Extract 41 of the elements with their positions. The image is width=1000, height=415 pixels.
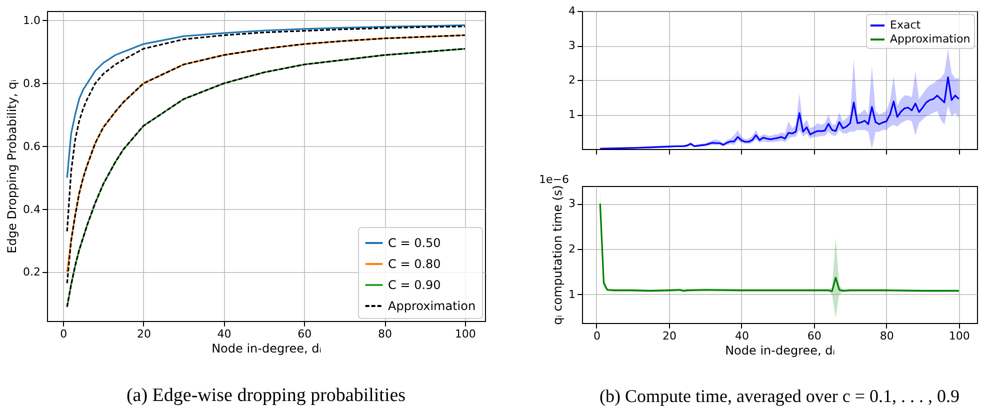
x-tick-label: 40 [734, 330, 749, 342]
y-tick-label: 1 [568, 288, 576, 301]
legend-label: C = 0.50 [388, 236, 441, 250]
x-tick-label: 60 [807, 330, 822, 342]
y-tick-label: 4 [568, 4, 576, 18]
legend-label: Approximation [388, 299, 476, 313]
line-series [66, 26, 466, 232]
legend-label: C = 0.80 [388, 257, 441, 271]
x-tick-label: 40 [217, 328, 232, 340]
x-tick-label: 20 [662, 330, 676, 342]
y-axis-title: qᵢ computation time (s) [550, 185, 564, 325]
y-tick-label: 0.2 [23, 266, 40, 279]
y-tick-label: 0.4 [23, 202, 40, 216]
y-tick-label: 1.0 [23, 14, 40, 27]
y-tick-label: 3 [568, 39, 576, 52]
text: (a) Edge-wise dropping probabilities [126, 385, 406, 406]
line-series [66, 24, 466, 179]
x-tick-label: 60 [298, 328, 312, 340]
line-series [599, 202, 960, 292]
x-tick-label: 20 [136, 328, 151, 340]
x-tick-label: 0 [60, 328, 68, 340]
x-axis-title: Node in-degree, dᵢ [212, 342, 322, 356]
y-axis-title: Edge Dropping Probability, qᵢ [5, 80, 20, 254]
legend-label: Exact [890, 18, 922, 32]
x-tick-label: 100 [948, 330, 970, 342]
y-tick-label: 0.6 [23, 140, 40, 153]
x-axis-title: Node in-degree, dᵢ [725, 344, 835, 358]
line-series [599, 76, 960, 149]
x-tick-label: 80 [378, 328, 392, 340]
y-tick-label: 2 [568, 74, 576, 86]
text: (b) Compute time, averaged over c = 0.1, . . . , 0.9 [599, 386, 960, 406]
y-tick-label: 3 [568, 197, 576, 210]
x-tick-label: 0 [593, 330, 600, 342]
x-tick-label: 80 [880, 330, 894, 342]
y-tick-label: 2 [568, 242, 576, 256]
y-tick-label: 0.8 [23, 76, 40, 90]
x-tick-label: 100 [454, 328, 476, 340]
legend-label: Approximation [890, 32, 970, 46]
text: 1e−6 [539, 173, 569, 186]
legend-label: C = 0.90 [388, 278, 441, 292]
y-tick-label: 1 [568, 108, 576, 121]
